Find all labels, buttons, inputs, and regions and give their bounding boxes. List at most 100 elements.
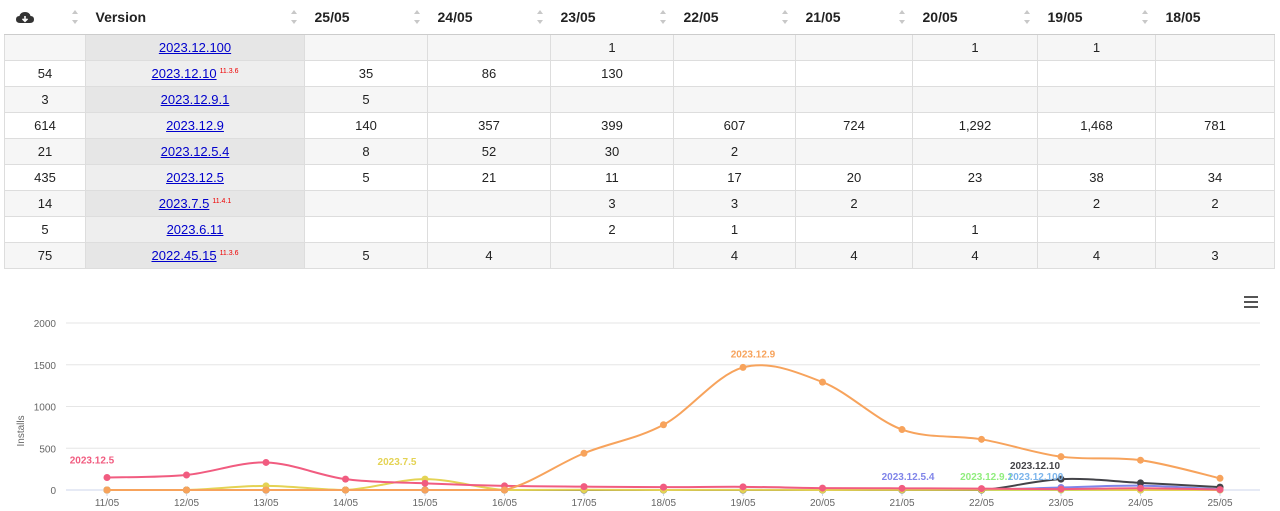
installs-cell xyxy=(427,34,551,61)
data-point xyxy=(183,486,190,494)
installs-cell xyxy=(304,34,428,61)
data-point xyxy=(660,421,667,429)
sort-icon[interactable] xyxy=(1141,10,1148,24)
date-column-header[interactable]: 20/05 xyxy=(912,0,1038,35)
sort-icon[interactable] xyxy=(71,10,78,24)
installs-cell: 8 xyxy=(304,138,428,165)
version-link[interactable]: 2023.12.9 xyxy=(166,118,224,133)
data-point xyxy=(421,486,429,494)
chart-menu-icon[interactable] xyxy=(1244,296,1258,308)
installs-cell xyxy=(427,190,551,217)
series-label: 2023.12.100 xyxy=(1008,472,1064,483)
installs-cell: 4 xyxy=(1037,242,1156,269)
version-column-header[interactable]: Version xyxy=(85,0,305,35)
installs-cell xyxy=(912,60,1038,87)
installs-total-cell: 614 xyxy=(4,112,86,139)
data-point xyxy=(1057,453,1065,461)
x-tick-label: 24/05 xyxy=(1128,498,1153,509)
table-row: 5 2023.6.11 2 1 1 xyxy=(4,216,1275,243)
installs-cell xyxy=(912,86,1038,113)
installs-cell xyxy=(1155,60,1275,87)
version-link[interactable]: 2023.12.9.1 xyxy=(160,92,230,107)
data-point xyxy=(183,471,190,479)
sort-icon[interactable] xyxy=(781,10,788,24)
installs-cell xyxy=(1037,138,1156,165)
version-link[interactable]: 2022.45.15 xyxy=(151,248,217,263)
date-column-header[interactable]: 25/05 xyxy=(304,0,428,35)
installs-total-cell: 435 xyxy=(4,164,86,191)
data-point xyxy=(103,473,111,481)
version-link[interactable]: 2023.6.11 xyxy=(166,222,224,237)
date-header-label: 18/05 xyxy=(1165,9,1201,25)
ios-version-badge: 11.3.6 xyxy=(219,249,239,257)
installs-cell: 34 xyxy=(1155,164,1275,191)
date-column-header[interactable]: 23/05 xyxy=(550,0,674,35)
installs-cell: 2 xyxy=(795,190,913,217)
installs-cell: 1 xyxy=(550,34,674,61)
date-header-label: 23/05 xyxy=(560,9,596,25)
installs-cell xyxy=(912,138,1038,165)
installs-cell: 5 xyxy=(304,86,428,113)
installs-cell: 23 xyxy=(912,164,1038,191)
installs-cell: 5 xyxy=(304,164,428,191)
installs-cell xyxy=(795,216,913,243)
x-tick-label: 25/05 xyxy=(1207,498,1232,509)
installs-cell: 1,292 xyxy=(912,112,1038,139)
installs-cell: 21 xyxy=(427,164,551,191)
installs-cell xyxy=(1155,138,1275,165)
data-point xyxy=(262,486,270,494)
installs-cell xyxy=(550,86,674,113)
sort-icon[interactable] xyxy=(413,10,420,24)
ios-version-badge: 11.3.6 xyxy=(219,67,239,75)
date-column-header[interactable]: 22/05 xyxy=(673,0,796,35)
table-row: 2023.12.100 1 1 1 xyxy=(4,34,1275,61)
installs-cell: 1 xyxy=(673,216,796,243)
installs-cell: 3 xyxy=(673,190,796,217)
version-link[interactable]: 2023.7.5 xyxy=(158,196,210,211)
data-point xyxy=(1057,475,1065,483)
installs-total-cell: 14 xyxy=(4,190,86,217)
x-tick-label: 16/05 xyxy=(492,498,517,509)
table-row: 75 2022.45.15 11.3.6 5 4 4 4 4 4 3 xyxy=(4,242,1275,269)
y-tick-label: 500 xyxy=(39,444,56,455)
table-row: 435 2023.12.5 5 21 11 17 20 23 38 34 xyxy=(4,164,1275,191)
x-tick-label: 21/05 xyxy=(889,498,914,509)
x-tick-label: 22/05 xyxy=(969,498,994,509)
sort-icon[interactable] xyxy=(898,10,905,24)
series-label: 2023.7.5 xyxy=(378,457,417,468)
series-label: 2023.12.9.1 xyxy=(960,472,1013,483)
date-column-header[interactable]: 19/05 xyxy=(1037,0,1156,35)
installs-cell xyxy=(673,34,796,61)
installs-cell: 1 xyxy=(1037,34,1156,61)
data-point xyxy=(978,435,985,443)
installs-column-header[interactable] xyxy=(4,0,86,35)
x-tick-label: 11/05 xyxy=(95,498,120,509)
installs-cell: 35 xyxy=(304,60,428,87)
version-cell: 2023.12.5 xyxy=(85,164,305,191)
x-tick-label: 19/05 xyxy=(730,498,755,509)
x-tick-label: 20/05 xyxy=(810,498,835,509)
data-point xyxy=(1216,486,1224,494)
date-header-label: 20/05 xyxy=(922,9,958,25)
date-column-header[interactable]: 18/05 xyxy=(1155,0,1275,35)
version-link[interactable]: 2023.12.5 xyxy=(166,170,224,185)
sort-icon[interactable] xyxy=(1023,10,1030,24)
version-link[interactable]: 2023.12.100 xyxy=(158,40,232,55)
version-link[interactable]: 2023.12.5.4 xyxy=(160,144,230,159)
sort-icon[interactable] xyxy=(290,10,297,24)
installs-total-cell: 21 xyxy=(4,138,86,165)
table-row: 21 2023.12.5.4 8 52 30 2 xyxy=(4,138,1275,165)
installs-cell: 38 xyxy=(1037,164,1156,191)
date-column-header[interactable]: 21/05 xyxy=(795,0,913,35)
installs-cell: 607 xyxy=(673,112,796,139)
data-point xyxy=(1216,474,1224,482)
series-line xyxy=(107,364,1221,491)
data-point xyxy=(342,486,349,494)
date-column-header[interactable]: 24/05 xyxy=(427,0,551,35)
version-link[interactable]: 2023.12.10 xyxy=(151,66,217,81)
sort-icon[interactable] xyxy=(659,10,666,24)
sort-icon[interactable] xyxy=(536,10,543,24)
installs-cell xyxy=(1037,216,1156,243)
installs-cell: 2 xyxy=(550,216,674,243)
series-label: 2023.12.10 xyxy=(1010,461,1060,472)
